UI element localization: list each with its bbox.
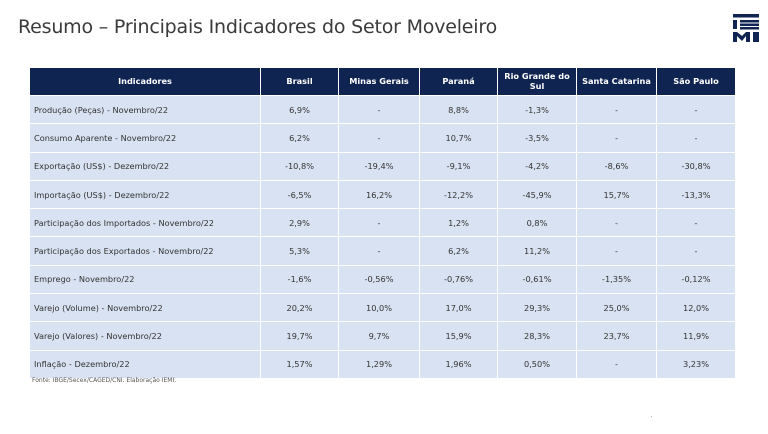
value-cell: -45,9%: [498, 179, 577, 209]
value-cell: -: [577, 236, 657, 265]
value-cell: 3,23%: [657, 349, 736, 378]
indicator-cell: Consumo Aparente - Novembro/22: [30, 123, 261, 152]
table-row: Varejo (Valores) - Novembro/22 19,7% 9,7…: [30, 321, 736, 350]
value-cell: -0,12%: [657, 264, 736, 294]
value-cell: 19,7%: [261, 321, 339, 350]
value-cell: -: [577, 123, 657, 152]
value-cell: 29,3%: [498, 293, 577, 322]
value-cell: 28,3%: [498, 321, 577, 350]
value-cell: 5,3%: [261, 236, 339, 265]
table-row: Exportação (US$) - Dezembro/22 -10,8% -1…: [30, 151, 736, 180]
table-row: Inflação - Dezembro/22 1,57% 1,29% 1,96%…: [30, 349, 736, 378]
value-cell: 6,9%: [261, 95, 339, 124]
table-row: Produção (Peças) - Novembro/22 6,9% - 8,…: [30, 95, 736, 124]
value-cell: -: [339, 123, 420, 152]
value-cell: -12,2%: [420, 179, 498, 209]
value-cell: 12,0%: [657, 293, 736, 322]
value-cell: 15,7%: [577, 179, 657, 209]
indicator-cell: Produção (Peças) - Novembro/22: [30, 95, 261, 124]
value-cell: 6,2%: [261, 123, 339, 152]
table-row: Participação dos Importados - Novembro/2…: [30, 208, 736, 237]
source-note: Fonte: IBGE/Secex/CAGED/CNI. Elaboração …: [32, 377, 177, 384]
header-parana: Paraná: [420, 68, 498, 95]
value-cell: -: [339, 95, 420, 124]
value-cell: 11,9%: [657, 321, 736, 350]
indicator-cell: Participação dos Exportados - Novembro/2…: [30, 236, 261, 265]
value-cell: -13,3%: [657, 179, 736, 209]
value-cell: -0,56%: [339, 264, 420, 294]
value-cell: 1,2%: [420, 208, 498, 237]
value-cell: -6,5%: [261, 179, 339, 209]
value-cell: -1,35%: [577, 264, 657, 294]
value-cell: -: [657, 95, 736, 124]
iemi-logo-icon: [733, 14, 759, 46]
table-row: Consumo Aparente - Novembro/22 6,2% - 10…: [30, 123, 736, 152]
header-brasil: Brasil: [261, 68, 339, 95]
value-cell: -9,1%: [420, 151, 498, 180]
header-indicadores: Indicadores: [30, 68, 261, 95]
value-cell: -: [577, 208, 657, 237]
header-santa-catarina: Santa Catarina: [577, 68, 657, 95]
value-cell: 1,57%: [261, 349, 339, 378]
value-cell: 17,0%: [420, 293, 498, 322]
decorative-dot: [651, 416, 652, 417]
value-cell: 25,0%: [577, 293, 657, 322]
value-cell: 11,2%: [498, 236, 577, 265]
indicator-cell: Varejo (Valores) - Novembro/22: [30, 321, 261, 350]
indicator-cell: Varejo (Volume) - Novembro/22: [30, 293, 261, 322]
value-cell: 10,7%: [420, 123, 498, 152]
value-cell: 9,7%: [339, 321, 420, 350]
value-cell: 23,7%: [577, 321, 657, 350]
value-cell: 15,9%: [420, 321, 498, 350]
table-row: Varejo (Volume) - Novembro/22 20,2% 10,0…: [30, 293, 736, 322]
indicators-table: Indicadores Brasil Minas Gerais Paraná R…: [30, 68, 736, 378]
value-cell: 0,50%: [498, 349, 577, 378]
table-row: Emprego - Novembro/22 -1,6% -0,56% -0,76…: [30, 264, 736, 294]
value-cell: -: [339, 236, 420, 265]
value-cell: -: [577, 95, 657, 124]
value-cell: -8,6%: [577, 151, 657, 180]
value-cell: 20,2%: [261, 293, 339, 322]
header-rio-grande-do-sul: Rio Grande do Sul: [498, 68, 577, 95]
value-cell: -4,2%: [498, 151, 577, 180]
value-cell: 0,8%: [498, 208, 577, 237]
value-cell: -30,8%: [657, 151, 736, 180]
table-row: Importação (US$) - Dezembro/22 -6,5% 16,…: [30, 179, 736, 209]
value-cell: -3,5%: [498, 123, 577, 152]
value-cell: -: [657, 123, 736, 152]
indicator-cell: Exportação (US$) - Dezembro/22: [30, 151, 261, 180]
value-cell: -: [577, 349, 657, 378]
value-cell: 6,2%: [420, 236, 498, 265]
header-sao-paulo: São Paulo: [657, 68, 736, 95]
value-cell: -19,4%: [339, 151, 420, 180]
value-cell: 16,2%: [339, 179, 420, 209]
table-row: Participação dos Exportados - Novembro/2…: [30, 236, 736, 265]
indicator-cell: Participação dos Importados - Novembro/2…: [30, 208, 261, 237]
table-header-row: Indicadores Brasil Minas Gerais Paraná R…: [30, 68, 736, 95]
slide-title: Resumo – Principais Indicadores do Setor…: [18, 16, 497, 38]
indicator-cell: Importação (US$) - Dezembro/22: [30, 179, 261, 209]
value-cell: -: [657, 208, 736, 237]
indicator-cell: Emprego - Novembro/22: [30, 264, 261, 294]
value-cell: 1,29%: [339, 349, 420, 378]
value-cell: -10,8%: [261, 151, 339, 180]
value-cell: 1,96%: [420, 349, 498, 378]
header-minas-gerais: Minas Gerais: [339, 68, 420, 95]
value-cell: -0,76%: [420, 264, 498, 294]
value-cell: -0,61%: [498, 264, 577, 294]
value-cell: 8,8%: [420, 95, 498, 124]
value-cell: -1,6%: [261, 264, 339, 294]
value-cell: -: [339, 208, 420, 237]
value-cell: 10,0%: [339, 293, 420, 322]
indicator-cell: Inflação - Dezembro/22: [30, 349, 261, 378]
value-cell: -: [657, 236, 736, 265]
value-cell: -1,3%: [498, 95, 577, 124]
value-cell: 2,9%: [261, 208, 339, 237]
indicators-table-wrapper: Indicadores Brasil Minas Gerais Paraná R…: [30, 68, 736, 378]
